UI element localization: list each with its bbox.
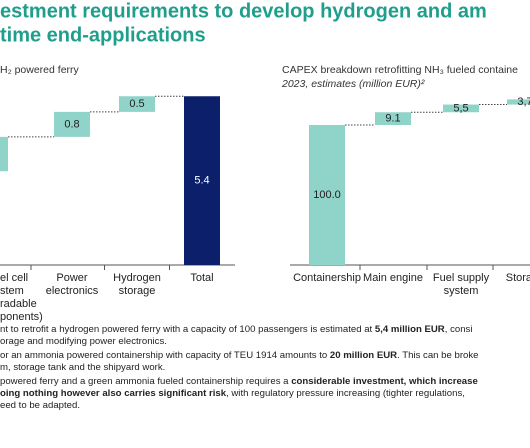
bar	[54, 111, 90, 137]
data-label: 0.8	[64, 118, 79, 130]
note-segment: orage and modifying power electronics.	[0, 336, 167, 347]
note-segment: eed to be adapted.	[0, 400, 80, 411]
data-label: 0.5	[129, 98, 144, 110]
note-line: oing nothing however also carries signif…	[0, 388, 465, 399]
x-tick-label-line: Total	[190, 272, 213, 284]
x-tick-label: Main engine	[363, 272, 423, 284]
x-tick-label-line: el cell	[0, 272, 28, 284]
x-tick-label: Hydrogen storage	[113, 272, 161, 297]
x-tick-label-line: storage	[119, 285, 156, 297]
bar	[0, 136, 8, 172]
slide-title: time end-applications	[0, 24, 206, 46]
note-segment: . This can be broke	[397, 350, 478, 361]
x-tick-label-line: Storage	[506, 272, 530, 284]
note-line: or an ammonia powered containership with…	[0, 350, 479, 361]
data-label: 3,7	[517, 96, 530, 108]
data-label: 5,5	[453, 102, 468, 114]
x-tick-label: el cell stem radable ponents)	[0, 272, 43, 323]
bar	[309, 125, 345, 265]
x-tick-label-line: system	[444, 285, 479, 297]
note-line: orage and modifying power electronics.	[0, 336, 167, 347]
x-tick-label: Containership	[293, 272, 361, 284]
x-tick-label-line: Power	[56, 272, 88, 284]
note-segment: m, storage tank and the shipyard work.	[0, 362, 165, 373]
note-line: nt to retrofit a hydrogen powered ferry …	[0, 324, 472, 335]
x-tick-label: Fuel supply system	[433, 272, 490, 297]
x-tick-label-line: ponents)	[0, 311, 43, 323]
bar	[443, 104, 479, 113]
x-tick-label-line: electronics	[46, 285, 99, 297]
data-label: 5.4	[194, 175, 209, 187]
x-tick-label: Power electronics	[46, 272, 99, 297]
x-tick-label-line: Main engine	[363, 272, 423, 284]
data-label: 9.1	[385, 113, 400, 125]
data-label: 100.0	[313, 189, 341, 201]
chart-subtitle: H₂ powered ferry	[0, 64, 80, 76]
bar	[119, 96, 155, 112]
chart-subtitle: 2023, estimates (million EUR)²	[281, 78, 425, 90]
note-segment: , consi	[445, 324, 473, 335]
x-tick-label-line: Containership	[293, 272, 361, 284]
note-segment: considerable investment, which increase	[291, 376, 478, 387]
note-segment: powered ferry and a green ammonia fueled…	[0, 376, 291, 387]
note-segment: 20 million EUR	[330, 350, 397, 361]
x-tick-label: Total	[190, 272, 213, 284]
note-line: m, storage tank and the shipyard work.	[0, 362, 165, 373]
x-tick-label-line: Hydrogen	[113, 272, 161, 284]
bar	[375, 112, 411, 125]
note-segment: 5,4 million EUR	[375, 324, 445, 335]
bar	[507, 99, 530, 105]
x-tick-label: Storage	[506, 272, 530, 284]
note-line: powered ferry and a green ammonia fueled…	[0, 376, 478, 387]
note-line: eed to be adapted.	[0, 400, 80, 411]
chart-subtitle: CAPEX breakdown retrofitting NH₃ fueled …	[282, 64, 518, 76]
bar	[184, 96, 220, 265]
note-segment: or an ammonia powered containership with…	[0, 350, 330, 361]
note-segment: oing nothing however also carries signif…	[0, 388, 227, 399]
note-segment: , with regulatory pressure increasing (t…	[226, 388, 465, 399]
x-tick-label-line: stem	[0, 285, 24, 297]
note-segment: nt to retrofit a hydrogen powered ferry …	[0, 324, 375, 335]
slide-title: estment requirements to develop hydrogen…	[0, 0, 487, 22]
x-tick-label-line: Fuel supply	[433, 272, 490, 284]
x-tick-label-line: radable	[0, 298, 37, 310]
